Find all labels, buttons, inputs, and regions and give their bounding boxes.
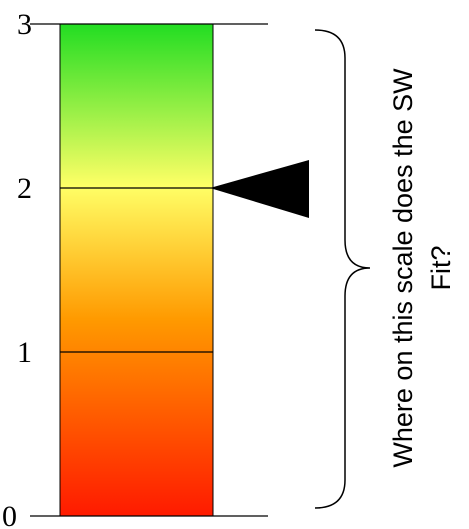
curly-brace bbox=[314, 29, 371, 509]
tick-label-2: 2 bbox=[17, 172, 32, 205]
tick-label-3: 3 bbox=[17, 8, 32, 41]
pointer-arrow bbox=[210, 160, 309, 218]
question-line-2: Fit? bbox=[426, 245, 456, 290]
question-line-1: Where on this scale does the SW bbox=[388, 68, 418, 468]
tick-label-0: 0 bbox=[2, 500, 17, 529]
scale-bar bbox=[59, 23, 214, 517]
tick-label-1: 1 bbox=[17, 336, 32, 369]
